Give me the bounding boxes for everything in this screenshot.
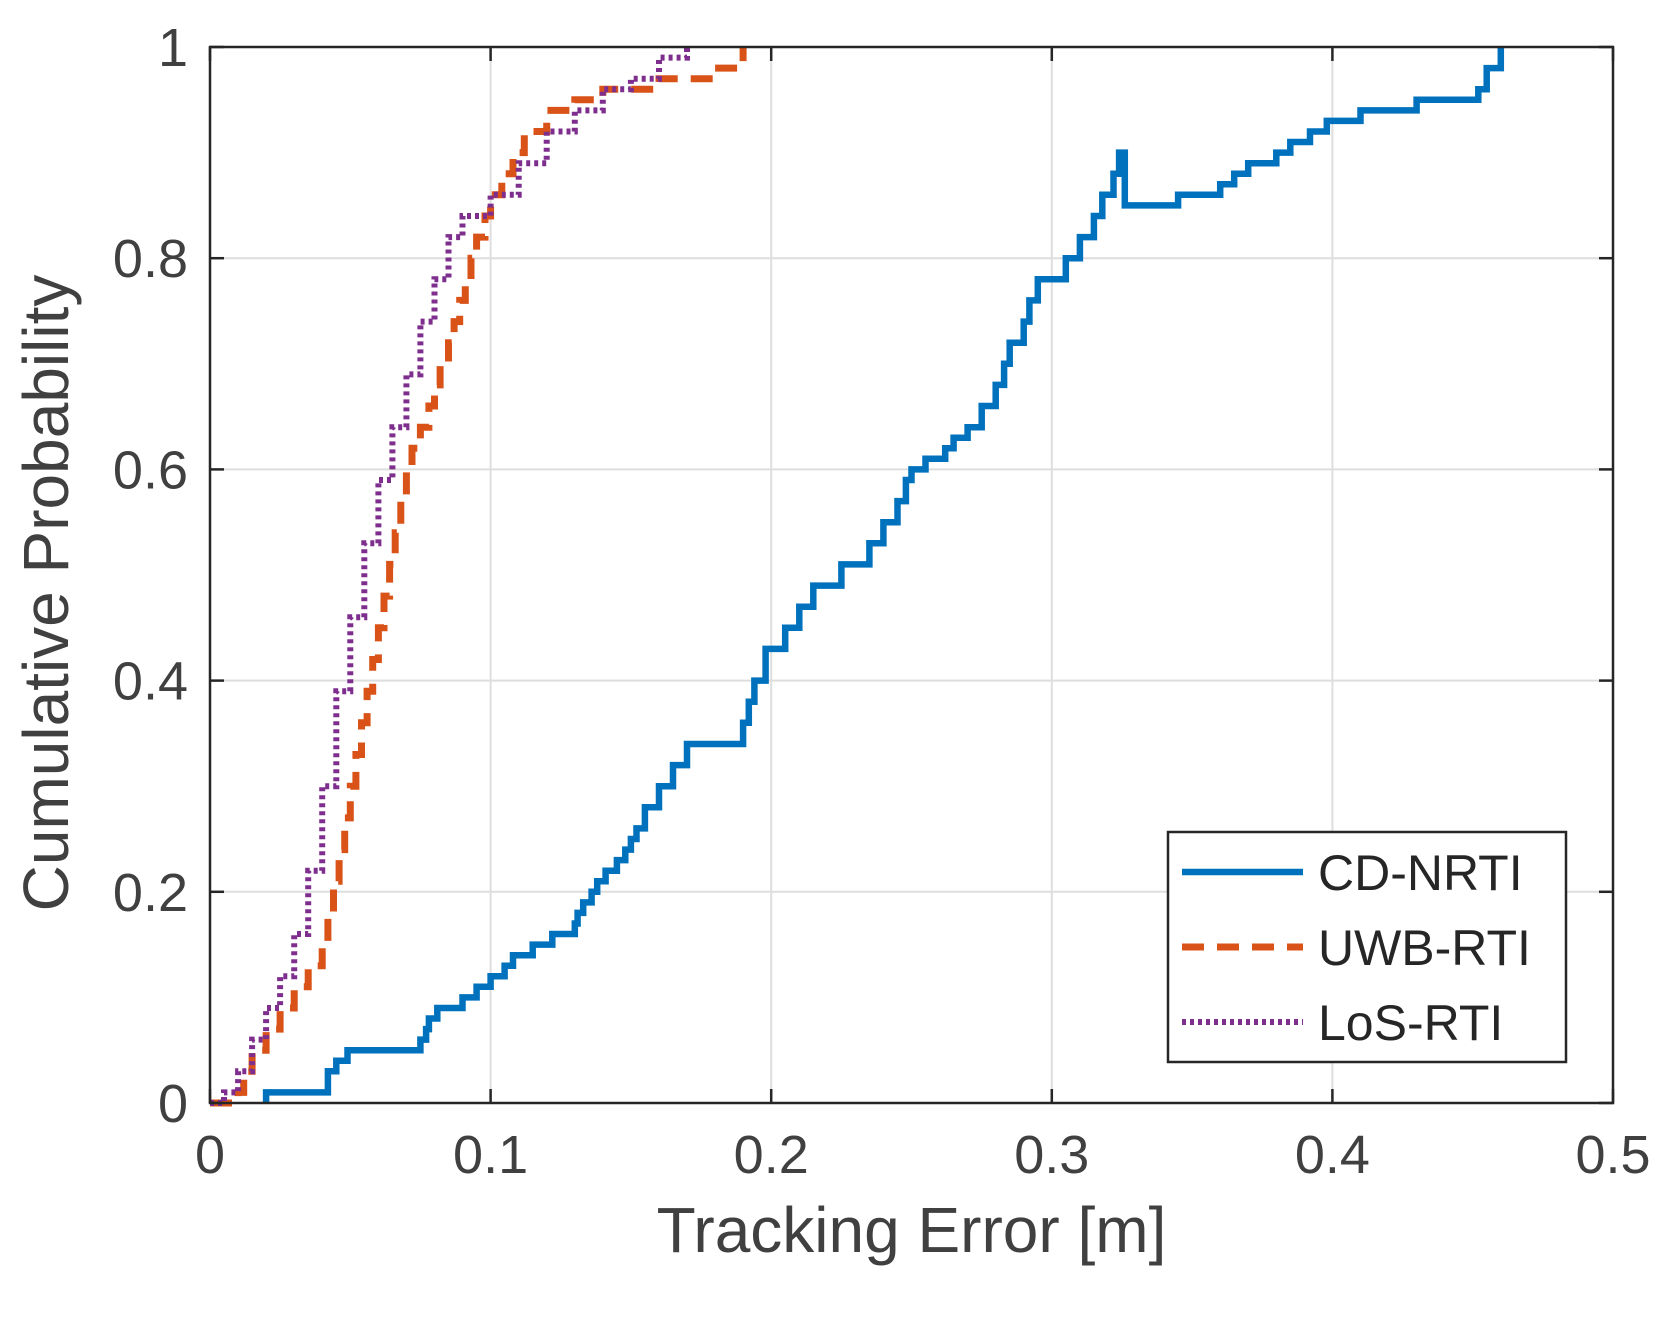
x-tick-label: 0.3 [1014,1125,1089,1185]
y-tick-label: 1 [158,18,188,78]
y-tick-label: 0.8 [113,229,188,289]
series-line-cd-nrti [262,47,1505,1103]
legend-label: CD-NRTI [1318,845,1523,901]
axes-box [208,45,1615,1105]
y-tick-label: 0 [158,1074,188,1134]
x-tick-label: 0.1 [453,1125,528,1185]
x-tick-label: 0 [195,1125,225,1185]
x-axis-title: Tracking Error [m] [657,1194,1167,1266]
legend-label: UWB-RTI [1318,920,1531,976]
x-tick-label: 0.2 [734,1125,809,1185]
series-lines [210,47,1505,1107]
x-tick-label: 0.4 [1295,1125,1370,1185]
y-tick-label: 0.2 [113,863,188,923]
y-axis-title: Cumulative Probability [10,275,82,912]
ticks: 0 0.1 0.2 0.3 0.4 0.5 0 0.2 0.4 0.6 0.8 1 [113,18,1651,1185]
series-line-uwb-rti [210,47,747,1107]
y-tick-label: 0.4 [113,652,188,712]
series-line-los-rti [210,47,690,1106]
x-tick-label: 0.5 [1575,1125,1650,1185]
legend: CD-NRTI UWB-RTI LoS-RTI [1166,830,1568,1064]
y-tick-label: 0.6 [113,440,188,500]
legend-label: LoS-RTI [1318,995,1503,1051]
